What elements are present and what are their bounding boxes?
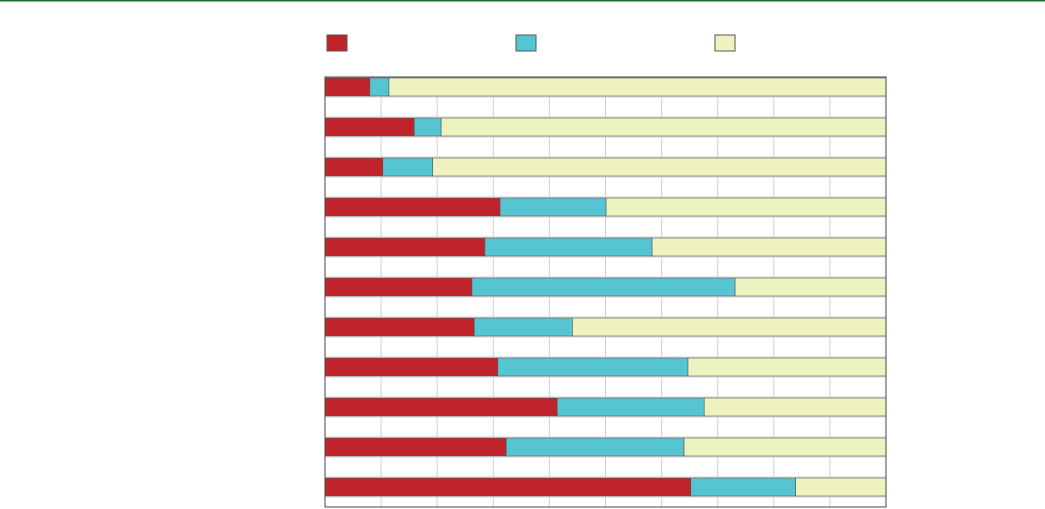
legend-swatch [714,34,736,52]
bar-segment [324,317,475,337]
bar-segment [703,397,887,417]
bar-segment [324,77,371,97]
bar-segment [324,357,499,377]
bar-segment [388,77,887,97]
bar-segment [687,357,887,377]
plot-border [324,76,887,508]
bar-segment [432,157,887,177]
bar-segment [324,197,501,217]
bar-segment [369,77,390,97]
bar-segment [324,477,692,497]
bar-segment [505,437,685,457]
bar-segment [471,277,736,297]
bar-segment [324,237,486,257]
legend-swatch [515,34,537,52]
bar-segment [382,157,434,177]
bar-segment [324,277,473,297]
bar-segment [324,117,415,137]
bar-segment [484,237,653,257]
bar-segment [572,317,887,337]
bar-segment [497,357,689,377]
bar-segment [795,477,887,497]
bar-segment [556,397,705,417]
bar-segment [499,197,607,217]
bar-segment [734,277,887,297]
top-rule [0,0,1045,2]
bar-segment [324,437,507,457]
bar-segment [690,477,796,497]
bar-segment [413,117,442,137]
bar-segment [324,397,558,417]
legend-swatch [326,34,348,52]
bar-segment [605,197,887,217]
bar-segment [324,157,384,177]
bar-segment [651,237,887,257]
bar-segment [473,317,573,337]
bar-segment [440,117,887,137]
bar-segment [683,437,887,457]
